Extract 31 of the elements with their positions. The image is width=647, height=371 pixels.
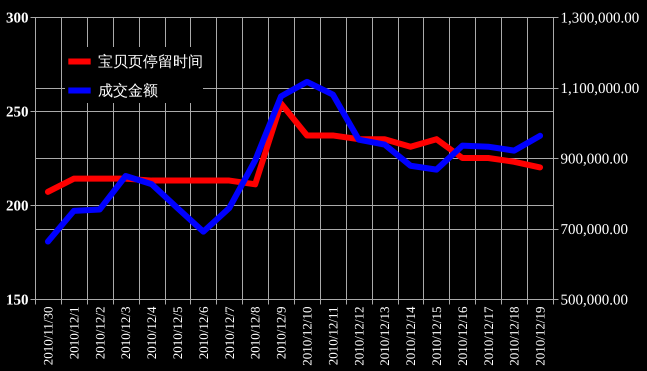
x-tick-label: 2010/12/17 [480,306,496,366]
legend-label: 成交金额 [98,82,158,100]
x-tick-label: 2010/12/3 [118,306,134,360]
legend-label: 宝贝页停留时间 [98,52,203,70]
x-tick-label: 2010/12/12 [351,306,366,366]
x-tick-label: 2010/12/19 [532,306,548,366]
x-tick-label: 2010/12/16 [454,306,470,366]
x-tick-label: 2010/12/6 [196,306,211,360]
x-tick-label: 2010/11/30 [40,306,56,366]
y-tick-label: 250 [6,104,28,120]
y2-tick-label: 700,000.00 [560,222,628,238]
x-tick-label: 2010/12/7 [222,306,237,360]
x-tick-label: 2010/12/18 [506,306,522,366]
y2-tick-label: 1,300,000.00 [560,10,640,26]
y2-tick-label: 900,000.00 [560,152,628,168]
x-tick-label: 2010/12/4 [144,306,160,360]
x-tick-label: 2010/12/15 [428,306,444,366]
y2-tick-label: 500,000.00 [560,292,628,308]
x-tick-label: 2010/12/13 [377,306,392,366]
x-tick-label: 2010/12/8 [248,306,263,360]
x-tick-label: 2010/12/10 [299,306,314,366]
x-tick-label: 2010/12/11 [325,306,340,366]
x-tick-label: 2010/12/1 [66,306,82,360]
x-tick-label: 2010/12/14 [403,306,418,366]
y-tick-label: 300 [6,10,28,26]
x-tick-label: 2010/12/9 [274,306,289,360]
x-tick-label: 2010/12/5 [170,306,185,360]
y-tick-label: 200 [6,198,28,214]
x-tick-label: 2010/12/2 [92,306,108,360]
y2-tick-label: 1,100,000.00 [560,81,640,97]
y-tick-label: 150 [6,292,28,308]
